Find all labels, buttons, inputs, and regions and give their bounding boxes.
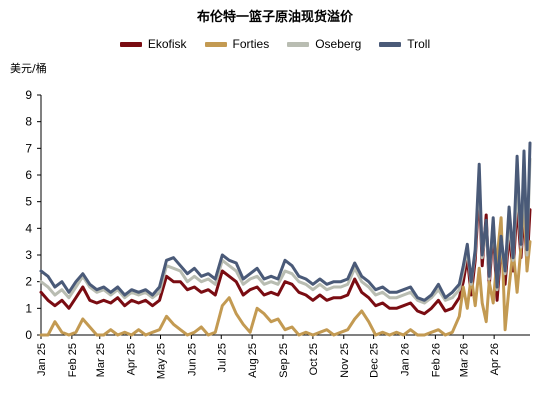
legend-label-troll: Troll <box>407 37 431 51</box>
series-line-troll <box>39 141 532 302</box>
legend-swatch-forties <box>204 41 227 47</box>
y-tick-label: 0 <box>25 328 32 342</box>
legend-item-oseberg: Oseberg <box>287 37 361 51</box>
series-line-forties <box>39 194 532 337</box>
legend-label-forties: Forties <box>232 37 270 51</box>
y-axis-label: 美元/桶 <box>10 62 47 75</box>
x-tick-label: May 25 <box>156 343 168 379</box>
x-tick-label: Jun 25 <box>186 343 198 376</box>
y-tick-label: 2 <box>25 275 32 289</box>
x-tick-label: Apr 26 <box>489 343 501 375</box>
chart-title: 布伦特一篮子原油现货溢价 <box>196 10 353 25</box>
legend-item-forties: Forties <box>204 37 270 51</box>
x-tick-label: Jan 26 <box>400 343 412 376</box>
y-tick-label: 4 <box>25 221 32 235</box>
y-tick-label: 7 <box>25 141 32 155</box>
legend-item-ekofisk: Ekofisk <box>119 37 187 51</box>
legend-label-ekofisk: Ekofisk <box>147 37 187 51</box>
x-tick-label: Aug 25 <box>247 343 259 378</box>
x-tick-label: Dec 25 <box>369 343 381 378</box>
legend: Ekofisk Forties Oseberg Troll <box>0 37 550 51</box>
legend-swatch-ekofisk <box>119 41 142 47</box>
legend-label-oseberg: Oseberg <box>315 37 362 51</box>
x-tick-label: Apr 25 <box>126 343 138 375</box>
x-tick-label: Mar 26 <box>458 343 470 377</box>
legend-item-troll: Troll <box>379 37 430 51</box>
series-layer <box>39 141 532 337</box>
axes: 0 1 2 3 4 5 6 7 8 9 Jan 25 Feb 25 Mar 25 Apr 25 May 25… <box>25 88 530 379</box>
y-tick-label: 1 <box>25 301 32 315</box>
legend-swatch-troll <box>379 41 402 47</box>
y-tick-label: 6 <box>25 168 32 182</box>
x-tick-label: Nov 25 <box>339 343 351 378</box>
y-tick-label: 8 <box>25 115 32 129</box>
x-tick-label: Jul 25 <box>216 343 228 372</box>
y-tick-label: 5 <box>25 195 32 209</box>
x-tick-label: Jan 25 <box>36 343 48 376</box>
x-tick-label: Oct 25 <box>308 343 320 375</box>
x-tick-label: Feb 26 <box>430 343 442 377</box>
x-tick-label: Mar 25 <box>95 343 107 377</box>
x-tick-label: Sep 25 <box>278 343 290 378</box>
x-tick-label: Feb 25 <box>67 343 79 377</box>
y-tick-label: 3 <box>25 248 32 262</box>
y-tick-label: 9 <box>25 88 32 102</box>
legend-swatch-oseberg <box>287 41 310 47</box>
